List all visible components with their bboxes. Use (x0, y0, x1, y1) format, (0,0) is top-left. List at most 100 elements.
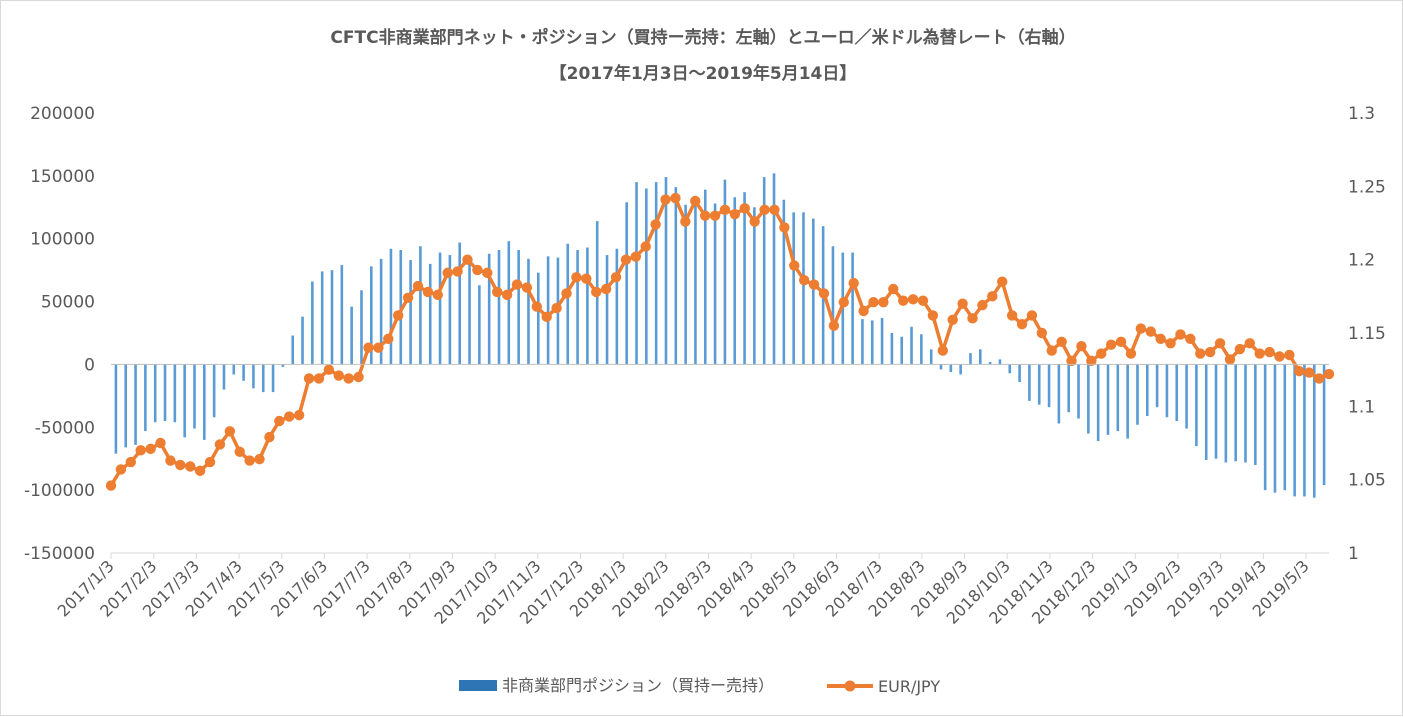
bar (1008, 364, 1012, 374)
bar (478, 285, 481, 365)
bar (114, 364, 118, 454)
line-point (511, 279, 523, 290)
line-point (1115, 336, 1127, 347)
left-tick-label: -50000 (35, 418, 95, 438)
line-point (541, 311, 552, 323)
bar (252, 364, 255, 389)
line-point (937, 345, 948, 356)
line-point (244, 455, 255, 466)
bar (281, 364, 285, 367)
bar (1155, 364, 1159, 408)
bar (1283, 364, 1287, 491)
line-point (670, 192, 681, 204)
line-point (284, 411, 295, 422)
line-point (898, 295, 909, 306)
line-point (115, 464, 127, 475)
bar (527, 258, 530, 365)
line-point (848, 277, 859, 289)
bar (654, 182, 658, 365)
line-point (729, 209, 741, 220)
line-point (214, 439, 226, 450)
right-tick-label: 1.25 (1348, 177, 1386, 197)
bar (1175, 364, 1179, 421)
line-point (501, 289, 513, 301)
bar (890, 333, 894, 365)
line-point (1254, 348, 1265, 359)
line-point (1006, 310, 1018, 321)
line-point (462, 254, 473, 265)
bar (134, 364, 137, 445)
bar (802, 212, 805, 365)
line-point (1313, 373, 1325, 384)
line-point (1185, 333, 1196, 345)
line-point (303, 373, 315, 384)
line-series (105, 192, 1335, 491)
bar (812, 218, 815, 365)
line-point (313, 373, 325, 384)
bar (301, 316, 304, 365)
line-point (551, 302, 562, 314)
bar (1037, 364, 1041, 405)
line-point (1066, 355, 1077, 367)
bar (203, 364, 206, 440)
line-point (521, 282, 533, 293)
line-point (947, 314, 958, 325)
line-point (1175, 329, 1186, 340)
line-point (680, 216, 691, 227)
right-tick-label: 1 (1348, 544, 1359, 564)
line-point (571, 272, 582, 283)
bar (998, 359, 1002, 365)
line-point (690, 195, 701, 207)
line-point (779, 222, 790, 233)
line-point (591, 286, 602, 298)
bar (487, 253, 491, 365)
bar (163, 364, 167, 421)
bar (674, 187, 678, 365)
line-point (967, 313, 978, 324)
line-point (472, 264, 483, 276)
line-point (818, 288, 830, 299)
bar (448, 255, 452, 365)
line-point (452, 266, 463, 277)
bar (330, 270, 334, 365)
line-point (363, 342, 374, 353)
line-point (105, 480, 117, 491)
bar (438, 252, 442, 365)
bar (183, 364, 186, 438)
bar (605, 255, 609, 365)
bar (625, 202, 628, 365)
bar (1204, 364, 1208, 460)
line-point (997, 276, 1008, 287)
bar (664, 177, 668, 365)
line-point (620, 254, 632, 265)
line-point (1195, 348, 1206, 359)
bar (173, 364, 177, 423)
bar (851, 252, 854, 365)
bar (1322, 364, 1326, 486)
line-point (858, 305, 869, 317)
line-point (789, 260, 800, 271)
line-point (749, 216, 760, 227)
bar (684, 204, 687, 365)
legend: 非商業部門ポジション（買持ー売持） EUR/JPY (459, 676, 940, 696)
bar (1047, 364, 1051, 408)
line-point (204, 456, 216, 468)
legend-line-marker (844, 680, 856, 692)
line-point (1323, 368, 1335, 380)
line-point (977, 299, 988, 311)
line-point (660, 194, 671, 205)
bar (792, 212, 795, 365)
line-point (917, 295, 929, 306)
bar (320, 271, 324, 365)
bar (733, 197, 737, 365)
line-point (492, 286, 503, 298)
line-point (175, 459, 186, 471)
line-point (1165, 338, 1176, 349)
line-point (333, 370, 344, 381)
line-point (719, 204, 731, 215)
line-point (868, 297, 879, 308)
line-point (1214, 338, 1226, 349)
left-tick-label: -150000 (24, 544, 95, 564)
bar (360, 290, 363, 365)
